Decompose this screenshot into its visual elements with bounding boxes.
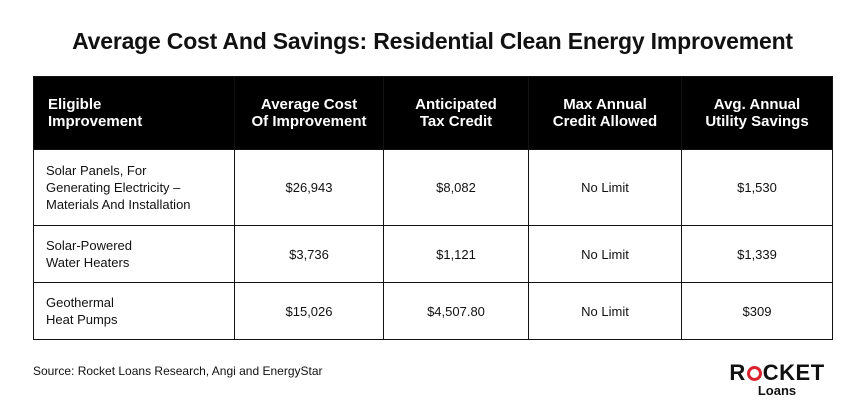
header-savings: Avg. Annual Utility Savings — [681, 76, 833, 150]
header-row: Eligible Improvement Average Cost Of Impro… — [33, 76, 833, 150]
cell-tax-credit: $4,507.80 — [383, 282, 529, 340]
header-improvement: Eligible Improvement — [33, 76, 235, 150]
cell-max-credit: No Limit — [528, 149, 682, 226]
cell-savings: $1,530 — [681, 149, 833, 226]
cell-improvement: Solar Panels, For Generating Electricity … — [33, 149, 235, 226]
cell-max-credit: No Limit — [528, 225, 682, 283]
logo-subtitle: Loans — [757, 383, 797, 398]
logo-ring-icon — [746, 365, 762, 381]
table-row: Solar Panels, For Generating Electricity … — [33, 149, 833, 226]
cell-tax-credit: $8,082 — [383, 149, 529, 226]
cell-improvement: Solar-Powered Water Heaters — [33, 225, 235, 283]
cell-savings: $1,339 — [681, 225, 833, 283]
cell-savings: $309 — [681, 282, 833, 340]
source-note: Source: Rocket Loans Research, Angi and … — [33, 364, 323, 378]
rocket-loans-logo: R CKET Loans — [722, 362, 832, 398]
cell-avg-cost: $3,736 — [234, 225, 384, 283]
header-max-credit: Max Annual Credit Allowed — [528, 76, 682, 150]
cell-avg-cost: $15,026 — [234, 282, 384, 340]
table-row: Solar-Powered Water Heaters $3,736 $1,121… — [33, 225, 833, 283]
cell-max-credit: No Limit — [528, 282, 682, 340]
cost-savings-table: Eligible Improvement Average Cost Of Impro… — [33, 76, 833, 340]
cell-avg-cost: $26,943 — [234, 149, 384, 226]
page-title: Average Cost And Savings: Residential Cl… — [72, 28, 793, 54]
cell-improvement: Geothermal Heat Pumps — [33, 282, 235, 340]
cell-tax-credit: $1,121 — [383, 225, 529, 283]
logo-wordmark: R CKET — [729, 360, 825, 385]
header-tax-credit: Anticipated Tax Credit — [383, 76, 529, 150]
table-row: Geothermal Heat Pumps $15,026 $4,507.80 N… — [33, 282, 833, 340]
header-avg-cost: Average Cost Of Improvement — [234, 76, 384, 150]
